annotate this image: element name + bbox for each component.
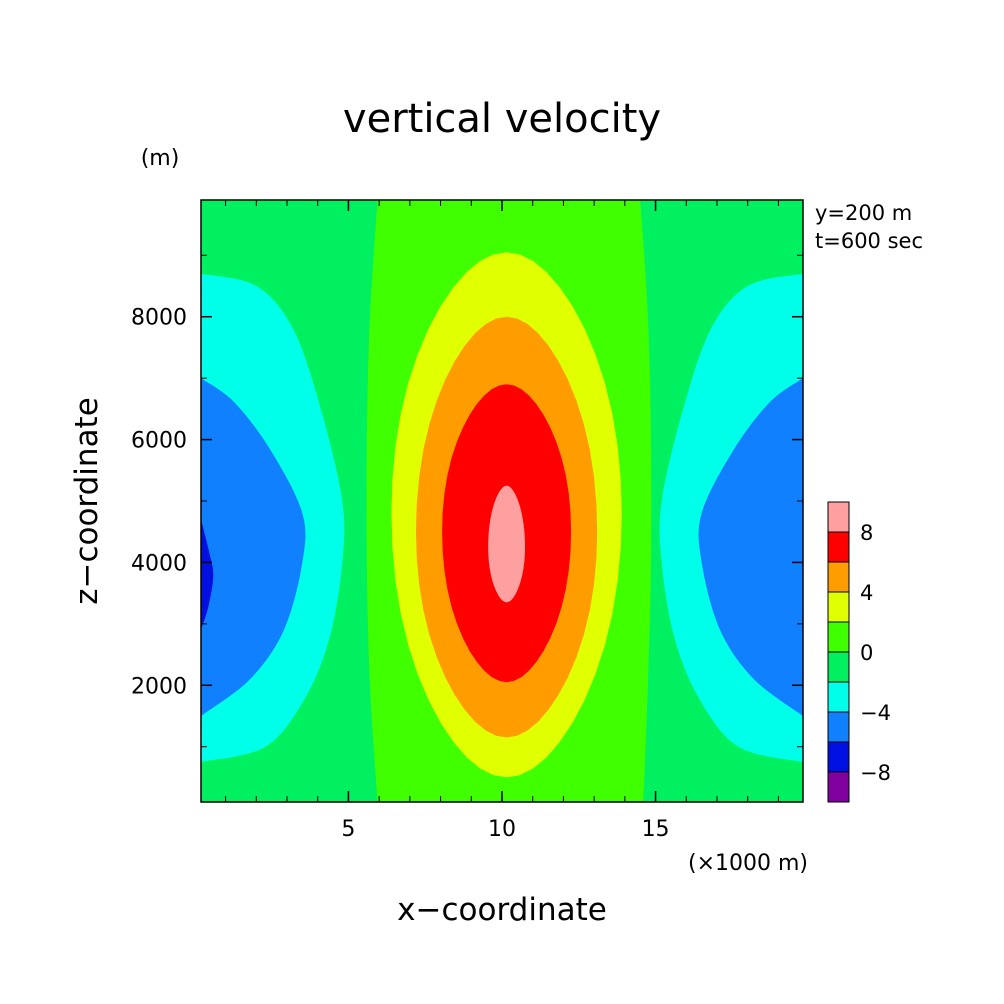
x-tick-label: 5 <box>341 817 355 842</box>
colorbar-tick-label: −8 <box>860 761 891 785</box>
contour-fill-level--6-left <box>201 519 214 630</box>
y-unit-label: (m) <box>141 146 180 171</box>
colorbar-swatch <box>827 651 850 683</box>
colorbar-swatch <box>827 621 850 653</box>
y-tick-label: 8000 <box>131 306 187 331</box>
plot-area <box>201 200 803 802</box>
contour-fill-level--4-right <box>698 378 803 716</box>
colorbar-swatch <box>827 681 850 713</box>
colorbar-legend: −8 −4 0 4 8 <box>827 501 891 803</box>
contour-fill-level--4-left <box>201 378 306 716</box>
chart-title: vertical velocity <box>343 96 661 142</box>
annotation-t: t=600 sec <box>815 229 923 253</box>
x-unit-label: (×1000 m) <box>688 851 808 876</box>
annotation-y: y=200 m <box>815 201 912 225</box>
colorbar-tick-label: 4 <box>860 581 873 605</box>
y-tick-label: 2000 <box>131 674 187 699</box>
colorbar-tick-label: 8 <box>860 521 873 545</box>
colorbar-swatch <box>827 771 850 803</box>
x-axis-label: x−coordinate <box>397 892 607 928</box>
contour-fill-level-8 <box>488 485 526 603</box>
y-tick-label: 6000 <box>131 429 187 454</box>
colorbar-swatch <box>827 741 850 773</box>
x-tick-label: 15 <box>642 817 670 842</box>
colorbar-tick-label: −4 <box>860 701 891 725</box>
y-axis-label: z−coordinate <box>69 397 105 605</box>
colorbar-tick-label: 0 <box>860 641 873 665</box>
colorbar-swatch <box>827 711 850 743</box>
y-tick-label: 4000 <box>131 551 187 576</box>
colorbar-swatch <box>827 591 850 623</box>
colorbar-swatch <box>827 501 850 533</box>
colorbar-swatch <box>827 531 850 563</box>
y-axis: 2000 4000 6000 8000 <box>131 254 803 748</box>
x-tick-label: 10 <box>488 817 516 842</box>
x-axis: 5 10 15 <box>225 200 779 842</box>
colorbar-swatch <box>827 561 850 593</box>
